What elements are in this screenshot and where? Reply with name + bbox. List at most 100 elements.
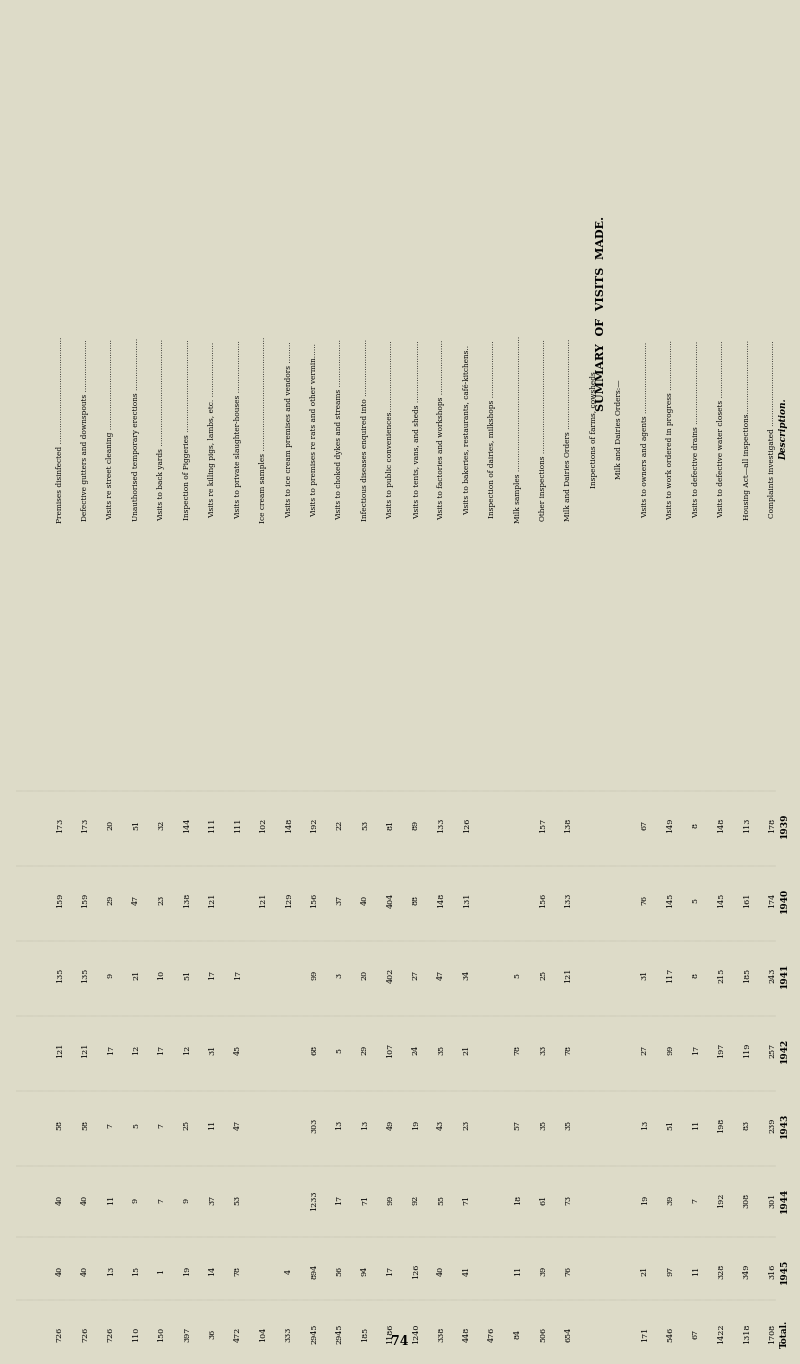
Text: 174: 174: [768, 892, 776, 908]
Text: 13: 13: [335, 1120, 343, 1131]
Text: 654: 654: [565, 1326, 573, 1342]
Text: Visits to ice cream premises and vendors .........: Visits to ice cream premises and vendors…: [285, 341, 293, 518]
Text: 11: 11: [692, 1120, 700, 1131]
Text: 11: 11: [106, 1195, 114, 1206]
Text: 104: 104: [259, 1326, 267, 1342]
Text: 156: 156: [539, 892, 547, 908]
Text: Inspections of farms, cowsheds: Inspections of farms, cowsheds: [590, 371, 598, 488]
Text: 1: 1: [158, 1269, 166, 1274]
Text: 53: 53: [234, 1195, 242, 1206]
Text: 159: 159: [56, 892, 64, 908]
Text: 138: 138: [183, 892, 191, 908]
Text: 17: 17: [692, 1045, 700, 1056]
Text: 7: 7: [158, 1123, 166, 1128]
Text: 1939: 1939: [779, 813, 789, 837]
Text: 33: 33: [539, 1045, 547, 1056]
Text: 31: 31: [641, 970, 649, 981]
Text: Other inspections ................................................: Other inspections ......................…: [539, 338, 547, 521]
Text: 14: 14: [208, 1266, 216, 1277]
Text: 18: 18: [514, 1195, 522, 1206]
Text: 126: 126: [412, 1263, 420, 1279]
Text: 148: 148: [285, 817, 293, 833]
Text: 185: 185: [742, 967, 750, 983]
Text: 21: 21: [132, 970, 140, 981]
Text: 12: 12: [132, 1045, 140, 1056]
Text: Visits to owners and agents ..............................: Visits to owners and agents ............…: [641, 341, 649, 518]
Text: 11: 11: [514, 1266, 522, 1277]
Text: 546: 546: [666, 1326, 674, 1342]
Text: 1943: 1943: [779, 1113, 789, 1138]
Text: 24: 24: [412, 1045, 420, 1056]
Text: 3: 3: [335, 973, 343, 978]
Text: 121: 121: [81, 1042, 89, 1058]
Text: 99: 99: [310, 970, 318, 981]
Text: 40: 40: [81, 1195, 89, 1206]
Text: 57: 57: [514, 1120, 522, 1131]
Text: 53: 53: [361, 820, 369, 831]
Text: 9: 9: [183, 1198, 191, 1203]
Text: 5: 5: [692, 898, 700, 903]
Text: 31: 31: [208, 1045, 216, 1056]
Text: 7: 7: [106, 1123, 114, 1128]
Text: 40: 40: [438, 1266, 446, 1277]
Text: 39: 39: [666, 1195, 674, 1206]
Text: 197: 197: [717, 1042, 725, 1058]
Text: 110: 110: [132, 1326, 140, 1342]
Text: 67: 67: [692, 1329, 700, 1339]
Text: 51: 51: [666, 1120, 674, 1131]
Text: 78: 78: [565, 1045, 573, 1056]
Text: 37: 37: [208, 1195, 216, 1206]
Text: 726: 726: [106, 1326, 114, 1342]
Text: 40: 40: [361, 895, 369, 906]
Text: 144: 144: [183, 817, 191, 833]
Text: 34: 34: [462, 970, 470, 981]
Text: 21: 21: [641, 1266, 649, 1277]
Text: 73: 73: [565, 1195, 573, 1206]
Text: 159: 159: [81, 892, 89, 908]
Text: 17: 17: [335, 1195, 343, 1206]
Text: 68: 68: [310, 1045, 318, 1056]
Text: 1945: 1945: [779, 1259, 789, 1284]
Text: 88: 88: [412, 895, 420, 906]
Text: 56: 56: [335, 1266, 343, 1277]
Text: Visits to defective water closets ........................: Visits to defective water closets ......…: [717, 341, 725, 518]
Text: 37: 37: [335, 895, 343, 906]
Text: 83: 83: [742, 1120, 750, 1131]
Text: Milk and Dairies Orders:—: Milk and Dairies Orders:—: [615, 379, 623, 480]
Text: 5: 5: [132, 1123, 140, 1128]
Text: Visits to choked dykes and streams ....................: Visits to choked dykes and streams .....…: [335, 340, 343, 520]
Text: 35: 35: [539, 1120, 547, 1131]
Text: 397: 397: [183, 1326, 191, 1342]
Text: Milk and Dairies Orders ......................................: Milk and Dairies Orders ................…: [565, 338, 573, 521]
Text: 51: 51: [183, 970, 191, 981]
Text: 9: 9: [132, 1198, 140, 1203]
Text: 5: 5: [335, 1048, 343, 1053]
Text: 148: 148: [717, 817, 725, 833]
Text: 17: 17: [106, 1045, 114, 1056]
Text: 10: 10: [158, 970, 166, 981]
Text: 135: 135: [56, 967, 64, 983]
Text: 29: 29: [106, 895, 114, 906]
Text: 301: 301: [768, 1192, 776, 1209]
Text: 8: 8: [692, 822, 700, 828]
Text: 2945: 2945: [335, 1324, 343, 1344]
Text: 27: 27: [412, 970, 420, 981]
Text: 94: 94: [361, 1266, 369, 1277]
Text: 726: 726: [56, 1326, 64, 1342]
Text: 192: 192: [717, 1192, 725, 1209]
Text: 12: 12: [183, 1045, 191, 1056]
Text: 17: 17: [158, 1045, 166, 1056]
Text: Total.: Total.: [779, 1320, 789, 1348]
Text: 81: 81: [386, 820, 394, 831]
Text: Inspection of dairies, milkshops ........................: Inspection of dairies, milkshops .......…: [488, 341, 496, 518]
Text: 40: 40: [81, 1266, 89, 1277]
Text: 113: 113: [742, 817, 750, 833]
Text: SUMMARY  OF  VISITS  MADE.: SUMMARY OF VISITS MADE.: [594, 217, 606, 411]
Text: Complaints investigated ....................................: Complaints investigated ................…: [768, 341, 776, 518]
Text: 338: 338: [438, 1326, 446, 1342]
Text: 448: 448: [462, 1326, 470, 1342]
Text: 308: 308: [742, 1192, 750, 1209]
Text: 145: 145: [666, 892, 674, 908]
Text: 173: 173: [56, 817, 64, 833]
Text: Visits to premises re rats and other vermin......: Visits to premises re rats and other ver…: [310, 342, 318, 517]
